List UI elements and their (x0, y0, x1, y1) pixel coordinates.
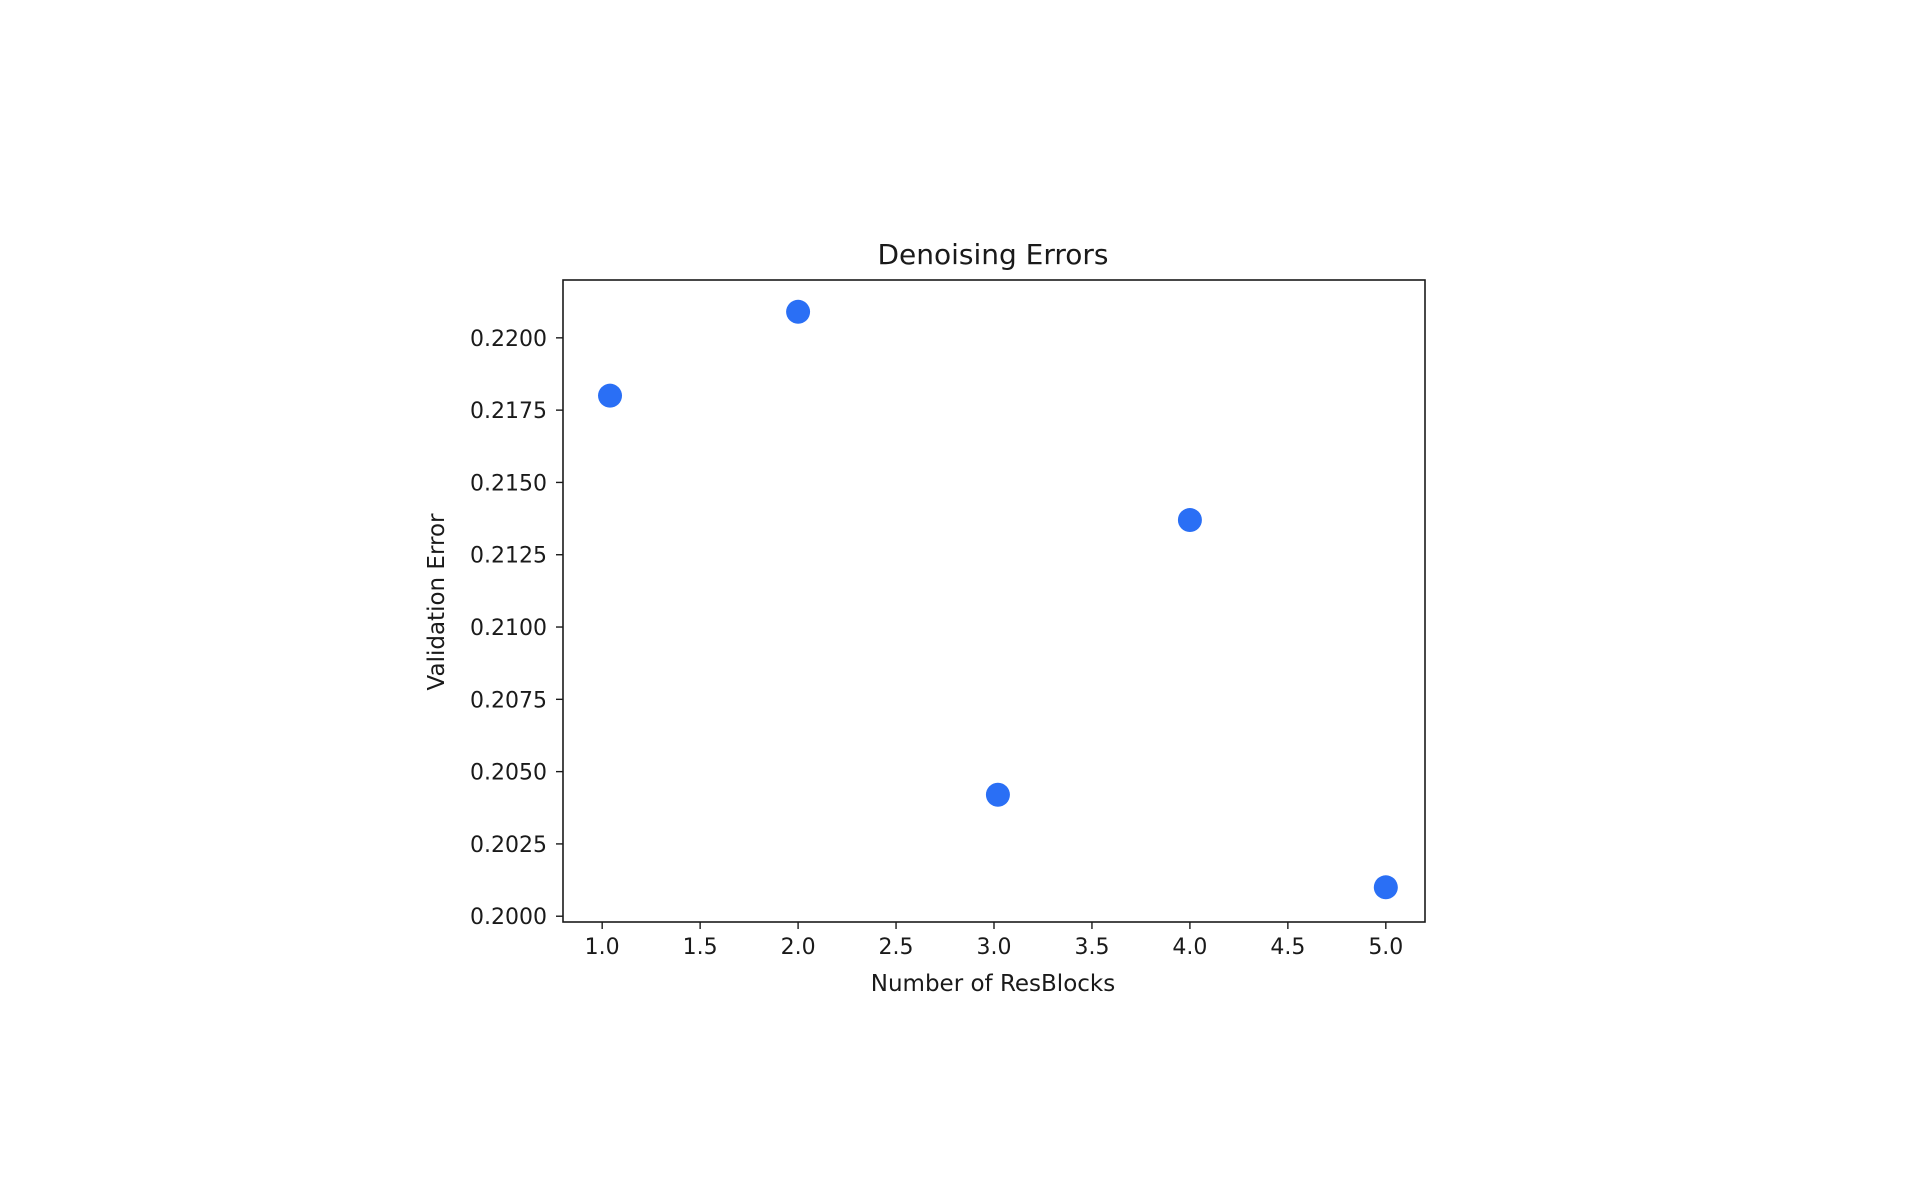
x-tick-label: 4.0 (1172, 935, 1207, 960)
x-axis-label: Number of ResBlocks (871, 971, 1115, 997)
x-axis-ticks: 1.0 1.5 2.0 2.5 3.0 3.5 4.0 4.5 5.0 (585, 922, 1403, 960)
data-point (786, 299, 811, 324)
y-tick-label: 0.2100 (470, 616, 547, 641)
y-tick-label: 0.2075 (470, 688, 547, 713)
y-tick-label: 0.2175 (470, 399, 547, 424)
y-tick-label: 0.2025 (470, 833, 547, 858)
x-tick-label: 1.5 (683, 935, 718, 960)
y-axis-label: Validation Error (424, 513, 450, 690)
x-tick-label: 5.0 (1368, 935, 1403, 960)
x-tick-label: 3.5 (1074, 935, 1109, 960)
y-tick-label: 0.2125 (470, 544, 547, 569)
x-tick-label: 2.0 (781, 935, 816, 960)
y-tick-label: 0.2200 (470, 327, 547, 352)
y-tick-label: 0.2150 (470, 471, 547, 496)
data-point (985, 782, 1010, 807)
y-tick-label: 0.2050 (470, 761, 547, 786)
chart-title: Denoising Errors (877, 238, 1108, 271)
x-tick-label: 2.5 (879, 935, 914, 960)
y-axis-ticks: 0.2000 0.2025 0.2050 0.2075 0.2100 0.2125 0.21… (470, 327, 563, 930)
y-tick-label: 0.2000 (470, 905, 547, 930)
x-tick-label: 3.0 (977, 935, 1012, 960)
data-points (598, 299, 1398, 900)
data-point (598, 383, 623, 408)
data-point (1177, 508, 1202, 533)
x-tick-label: 4.5 (1270, 935, 1305, 960)
data-point (1373, 875, 1398, 900)
plot-frame (562, 279, 1426, 923)
x-tick-label: 1.0 (585, 935, 620, 960)
